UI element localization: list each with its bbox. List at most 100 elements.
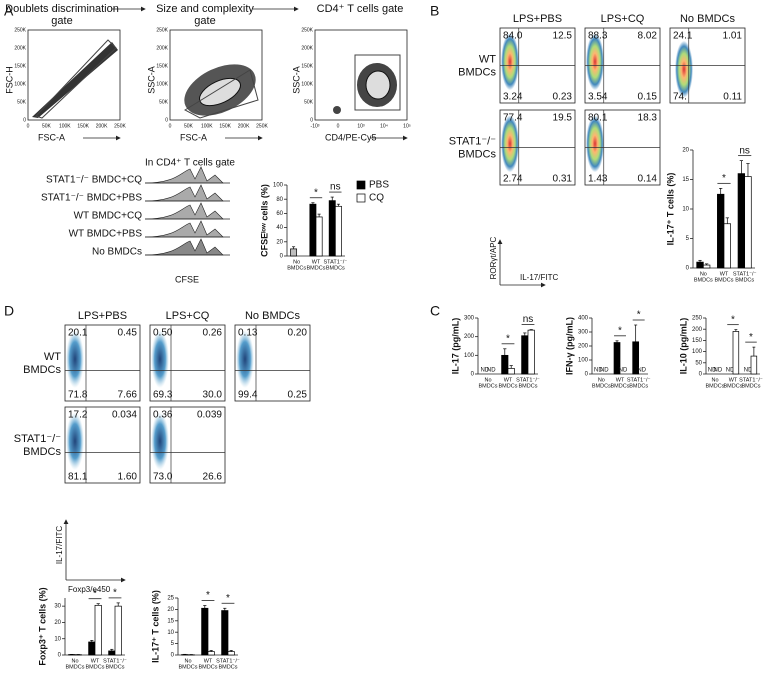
y-tick-label: 100K [14,81,26,87]
quadrant-value: 7.66 [118,390,138,401]
y-tick-label: 0 [686,266,690,272]
bar [315,216,323,257]
x-tick-label: No [71,658,78,664]
y-axis-label: IFN-γ (pg/mL) [564,317,574,375]
significance: * [731,314,735,325]
x-tick-label: BMDCs [326,265,345,271]
y-tick-label: 15 [682,177,689,183]
significance: ns [739,145,750,156]
significance: * [314,187,318,198]
contour [365,70,391,100]
significance: * [113,588,117,599]
y-tick-label: 20 [276,239,283,245]
bar [221,610,229,656]
value-label: ND [480,368,489,374]
x-tick-label: WT [720,271,729,277]
y-tick-label: 0 [171,653,175,659]
y-axis-label: IL-17⁺ T cells (%) [150,590,160,663]
bar [328,200,336,257]
x-tick-label: BMDCs [592,383,611,389]
y-tick-label: 50K [304,99,314,105]
x-tick-label: BMDCs [287,265,306,271]
bar [750,355,758,375]
y-tick-label: 5 [686,236,690,242]
quadrant-value: 1.01 [723,31,743,42]
x-tick-label: BMDCs [219,664,238,670]
bar [88,641,96,656]
y-tick-label: 100 [692,349,703,355]
x-tick-label: BMDCs [179,664,198,670]
x-tick-label: 100K [59,123,71,129]
x-tick-label: 0 [337,123,340,129]
plot-frame [64,324,141,402]
quadrant-value: 74. [673,92,687,103]
significance: * [226,593,230,604]
x-tick-label: BMDCs [66,664,85,670]
value-label: ND [594,368,603,374]
histogram-row-label: No BMDCs [92,247,142,258]
y-tick-label: 5 [171,641,175,647]
bar [744,176,752,269]
significance: * [206,590,210,601]
quadrant-value: 18.3 [638,113,658,124]
y-tick-label: 0 [280,254,284,260]
bar [94,604,102,656]
significance: * [637,310,641,321]
row-label: STAT1⁻/⁻ [14,433,61,445]
x-tick-label: 100K [201,123,213,129]
legend-label: PBS [369,180,389,191]
quadrant-value: 0.11 [723,92,742,103]
panel-letter: A [4,3,14,19]
quadrant-value: 0.50 [153,328,173,339]
bar [207,651,215,656]
y-tick-label: 250K [14,27,26,33]
bar [723,223,731,269]
value-label: ND [726,368,735,374]
x-tick-label: BMDCs [519,383,538,389]
y-tick-label: 150 [692,338,703,344]
histogram [144,166,224,184]
plot-frame [64,406,141,484]
column-header: LPS+CQ [601,13,645,25]
value-label: ND [619,368,628,374]
histogram-row-label: WT BMDC+CQ [74,211,143,222]
x-tick-label: STAT1⁻/⁻ [103,658,127,664]
x-tick-label: STAT1⁻/⁻ [216,658,240,664]
x-tick-label: BMDCs [611,383,630,389]
legend-swatch [356,180,366,190]
row-label: BMDCs [458,66,496,78]
quadrant-value: 0.26 [203,328,223,339]
quadrant-value: 80.1 [588,113,608,124]
y-tick-label: 0 [23,117,26,123]
bar [737,173,746,269]
y-tick-label: 100 [464,353,475,359]
scatter-cloud [333,106,341,114]
y-tick-label: 30 [54,604,61,610]
bar [501,354,509,375]
scatter-cloud [32,42,118,118]
y-tick-label: 40 [276,225,283,231]
y-axis-label: IL-10 (pg/mL) [678,318,688,375]
panel-letter: D [4,303,14,319]
bar [521,335,529,375]
y-axis-label: IL-17/FITC [55,526,64,564]
gate [354,54,401,111]
quadrant-value: 0.36 [153,410,173,421]
quadrant-value: 84.0 [503,31,523,42]
row-label: WT [479,53,496,65]
x-tick-label: No [700,271,707,277]
x-tick-label: 0 [169,123,172,129]
value-label: ND [600,368,609,374]
x-tick-label: BMDCs [706,383,725,389]
x-tick-label: 50K [184,123,194,129]
quadrant-value: 88.3 [588,31,608,42]
column-header: No BMDCs [245,310,301,322]
quadrant-value: 71.8 [68,390,88,401]
row-label: STAT1⁻/⁻ [449,135,496,147]
y-tick-label: 0 [165,117,168,123]
significance: ns [330,182,341,193]
y-tick-label: 20 [167,607,174,613]
row-label: BMDCs [23,446,61,458]
x-tick-label: STAT1⁻/⁻ [739,377,763,383]
value-label: ND [744,368,753,374]
